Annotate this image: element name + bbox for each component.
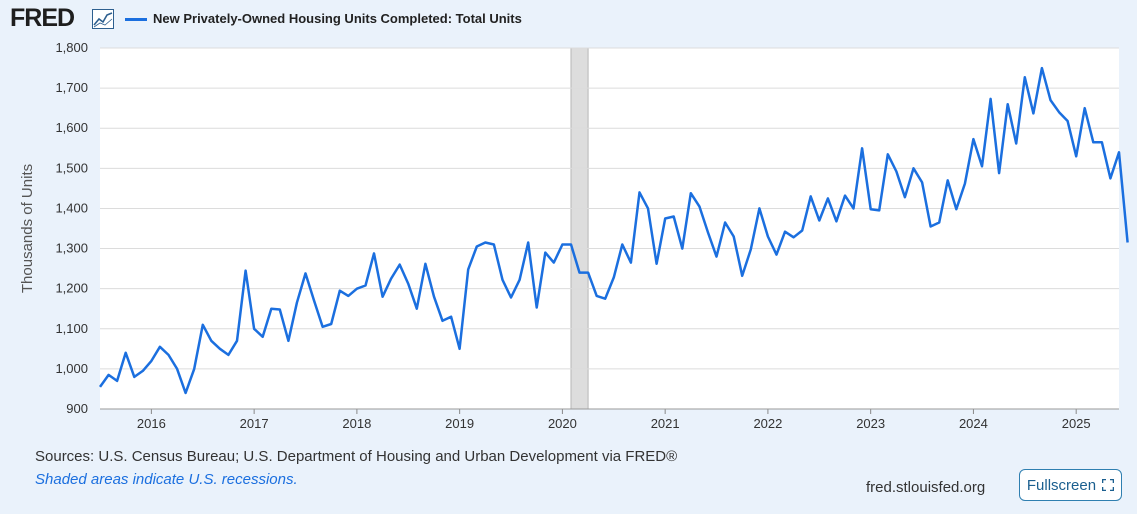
series-title: New Privately-Owned Housing Units Comple… (153, 11, 522, 26)
y-tick-label: 1,400 (55, 200, 88, 215)
recession-note: Shaded areas indicate U.S. recessions. (35, 471, 298, 488)
y-tick-label: 1,800 (55, 40, 88, 55)
y-axis-title: Thousands of Units (19, 164, 36, 293)
fullscreen-label: Fullscreen (1026, 476, 1097, 494)
source-url[interactable]: fred.stlouisfed.org (866, 479, 986, 496)
y-tick-label: 1,500 (55, 160, 88, 175)
y-tick-label: 1,300 (55, 241, 88, 256)
fred-logo[interactable]: FRED (10, 4, 75, 32)
plot-area (100, 48, 1119, 409)
x-tick-label: 2025 (1062, 416, 1091, 431)
y-tick-label: 900 (66, 401, 88, 416)
recession-band (570, 47, 589, 410)
legend-swatch (125, 18, 147, 21)
x-tick-label: 2024 (959, 416, 988, 431)
x-tick-label: 2022 (753, 416, 782, 431)
x-tick-label: 2017 (240, 416, 269, 431)
sources-text: Sources: U.S. Census Bureau; U.S. Depart… (35, 448, 678, 465)
x-tick-label: 2021 (651, 416, 680, 431)
y-tick-label: 1,100 (55, 321, 88, 336)
y-tick-label: 1,000 (55, 361, 88, 376)
x-tick-label: 2020 (548, 416, 577, 431)
series-line (98, 66, 1129, 395)
x-tick-label: 2023 (856, 416, 885, 431)
x-tick-label: 2019 (445, 416, 474, 431)
fullscreen-button[interactable]: Fullscreen (1019, 469, 1122, 501)
y-tick-label: 1,700 (55, 80, 88, 95)
y-tick-label: 1,200 (55, 281, 88, 296)
chart-header: FRED New Privately-Owned Housing Units C… (0, 0, 1137, 40)
expand-icon (1102, 479, 1115, 491)
x-tick-label: 2018 (342, 416, 371, 431)
chart-line-icon (92, 9, 114, 29)
x-tick-label: 2016 (137, 416, 166, 431)
y-tick-label: 1,600 (55, 120, 88, 135)
